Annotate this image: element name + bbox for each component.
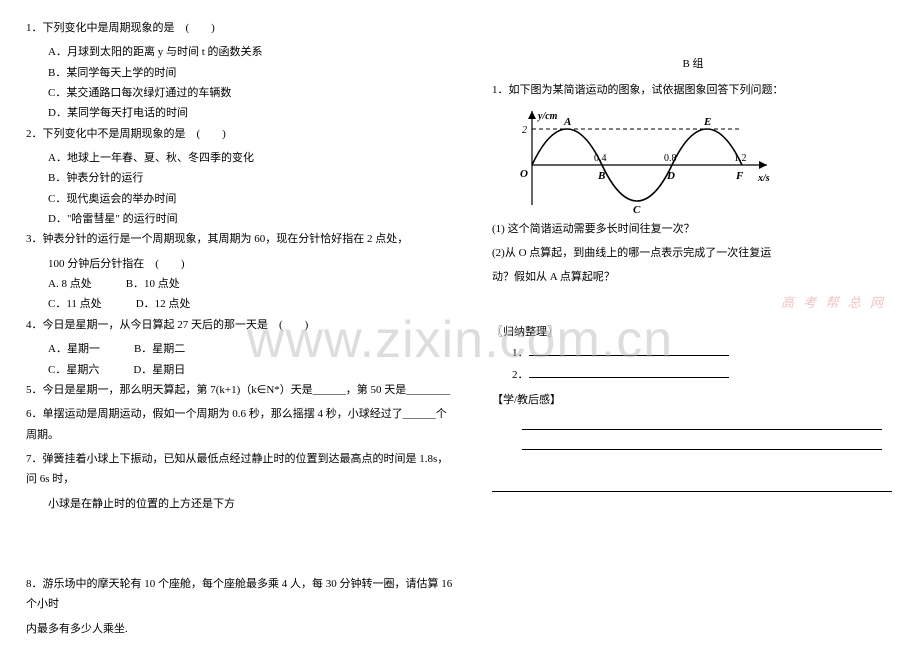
summary-1-label: 1． xyxy=(512,347,529,359)
xtick-04: 0.4 xyxy=(594,153,607,164)
summary-2-label: 2． xyxy=(512,369,529,381)
q2-opt-c: C．现代奥运会的举办时间 xyxy=(26,189,456,209)
q8a: 8．游乐场中的摩天轮有 10 个座舱，每个座舱最多乘 4 人，每 30 分钟转一… xyxy=(26,574,456,615)
q4-opt-d: D．星期日 xyxy=(133,360,185,380)
y-axis-label: y/cm xyxy=(537,111,558,122)
y-tick-2: 2 xyxy=(522,125,527,136)
q4-opt-c: C．星期六 xyxy=(48,360,99,380)
pt-E: E xyxy=(703,116,711,128)
origin-label: O xyxy=(520,168,528,180)
xtick-08: 0.8 xyxy=(664,153,677,164)
x-arrow-icon xyxy=(759,161,767,169)
q7b: 小球是在静止时的位置的上方还是下方 xyxy=(26,494,456,514)
q3-opt-a: A. 8 点处 xyxy=(48,274,92,294)
q1-stem: 1．下列变化中是周期现象的是 ( ) xyxy=(26,18,456,38)
q4-stem: 4．今日是星期一，从今日算起 27 天后的那一天是 ( ) xyxy=(26,315,456,335)
x-axis-label: x/s xyxy=(757,173,770,184)
q3-stem: 3．钟表分针的运行是一个周期现象，其周期为 60，现在分针恰好指在 2 点处， xyxy=(26,229,456,249)
summary-line-1: 1． xyxy=(492,342,894,364)
b-q1: 1．如下图为某简谐运动的图象，试依据图象回答下列问题： xyxy=(492,80,894,100)
q1-opt-b: B．某同学每天上学的时间 xyxy=(26,63,456,83)
pt-A: A xyxy=(563,116,571,128)
summary-line-2: 2． xyxy=(492,364,894,386)
q2-opt-b: B．钟表分针的运行 xyxy=(26,168,456,188)
page: 1．下列变化中是周期现象的是 ( ) A．月球到太阳的距离 y 与时间 t 的函… xyxy=(0,0,920,653)
pt-F: F xyxy=(735,170,744,182)
q1-opt-d: D．某同学每天打电话的时间 xyxy=(26,103,456,123)
blank-2 xyxy=(529,366,729,378)
q3-opts-row1: A. 8 点处 B．10 点处 xyxy=(26,274,456,294)
q5: 5．今日是星期一，那么明天算起，第 7(k+1)（k∈N*）天是______，第… xyxy=(26,380,456,400)
pt-D: D xyxy=(666,170,675,182)
reflect-blank-2 xyxy=(522,436,882,450)
q2-opt-a: A．地球上一年春、夏、秋、冬四季的变化 xyxy=(26,148,456,168)
pt-C: C xyxy=(633,204,641,213)
q7a: 7．弹簧挂着小球上下振动，已知从最低点经过静止时的位置到达最高点的时间是 1.8… xyxy=(26,449,456,490)
q3-opt-d: D．12 点处 xyxy=(136,294,191,314)
b-sub2b: 动？假如从 A 点算起呢？ xyxy=(492,267,894,287)
left-column: 1．下列变化中是周期现象的是 ( ) A．月球到太阳的距离 y 与时间 t 的函… xyxy=(26,18,456,643)
q3-opts-row2: C．11 点处 D．12 点处 xyxy=(26,294,456,314)
right-column: B 组 1．如下图为某简谐运动的图象，试依据图象回答下列问题： 2 O y/cm xyxy=(492,18,894,643)
q3-opt-c: C．11 点处 xyxy=(48,294,102,314)
reflect-title: 【学/教后感】 xyxy=(492,390,894,410)
summary-title: 〖归纳整理〗 xyxy=(492,322,894,342)
q1-opt-c: C．某交通路口每次绿灯通过的车辆数 xyxy=(26,83,456,103)
y-arrow-icon xyxy=(528,111,536,119)
q2-opt-d: D．"哈雷彗星" 的运行时间 xyxy=(26,209,456,229)
q3-stem2: 100 分钟后分针指在 ( ) xyxy=(26,254,456,274)
q4-opts-row1: A．星期一 B．星期二 xyxy=(26,339,456,359)
reflect-blank-3 xyxy=(492,478,892,492)
q4-opts-row2: C．星期六 D．星期日 xyxy=(26,360,456,380)
q4-opt-b: B．星期二 xyxy=(134,339,185,359)
b-sub2a: (2)从 O 点算起，到曲线上的哪一点表示完成了一次往复运 xyxy=(492,243,894,263)
q3-opt-b: B．10 点处 xyxy=(126,274,180,294)
q6: 6．单摆运动是周期运动，假如一个周期为 0.6 秒，那么摇摆 4 秒，小球经过了… xyxy=(26,404,456,445)
pt-B: B xyxy=(597,170,605,182)
chart-svg: 2 O y/cm x/s 0.4 0.8 1.2 A B C D E F xyxy=(512,105,782,213)
q4-opt-a: A．星期一 xyxy=(48,339,100,359)
reflect-blank-1 xyxy=(522,416,882,430)
q2-stem: 2．下列变化中不是周期现象的是 ( ) xyxy=(26,124,456,144)
xtick-12: 1.2 xyxy=(734,153,747,164)
q8b: 内最多有多少人乘坐. xyxy=(26,619,456,639)
group-b-header: B 组 xyxy=(492,54,894,74)
b-sub1: (1) 这个简谐运动需要多长时间往复一次？ xyxy=(492,219,894,239)
harmonic-chart: 2 O y/cm x/s 0.4 0.8 1.2 A B C D E F xyxy=(492,105,894,213)
blank-1 xyxy=(529,344,729,356)
q1-opt-a: A．月球到太阳的距离 y 与时间 t 的函数关系 xyxy=(26,42,456,62)
